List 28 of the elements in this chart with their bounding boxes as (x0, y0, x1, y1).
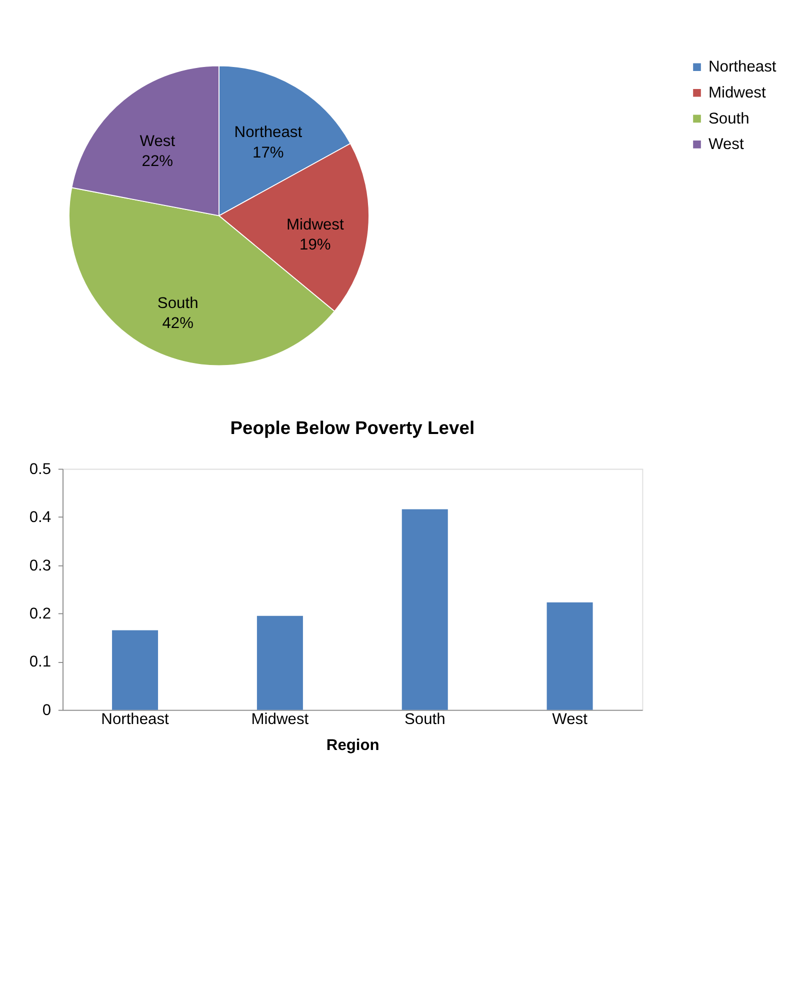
slice-label: West (140, 132, 176, 150)
x-tick-label: West (552, 711, 588, 728)
x-tick-label: Northeast (101, 711, 170, 728)
slice-label: Midwest (286, 216, 344, 234)
data-label: 19% (300, 236, 331, 254)
bar (256, 616, 303, 710)
bar (112, 630, 158, 710)
x-tick-label: South (404, 711, 446, 728)
slice-label: South (157, 294, 198, 312)
data-label: 22% (142, 153, 174, 170)
y-tick-label: 0.2 (29, 605, 52, 622)
data-label: 17% (252, 144, 284, 162)
y-tick-label: 0.5 (29, 460, 52, 478)
x-tick-label: Midwest (251, 711, 310, 728)
slice-label: Northeast (234, 124, 303, 142)
y-tick-label: 0.3 (29, 557, 52, 574)
y-tick-label: 0.1 (29, 654, 52, 671)
legend-label: Northeast (708, 58, 777, 76)
bar (402, 509, 448, 710)
legend-label: South (708, 110, 750, 128)
y-tick-label: 0.4 (29, 509, 52, 526)
x-axis-title: Region (326, 736, 380, 754)
legend-label: Midwest (708, 84, 766, 102)
bar (546, 602, 593, 710)
chart-title: People Below Poverty Level (230, 416, 475, 438)
legend-label: West (708, 136, 744, 154)
data-label: 42% (162, 314, 194, 332)
y-tick-label: 0 (42, 702, 52, 719)
